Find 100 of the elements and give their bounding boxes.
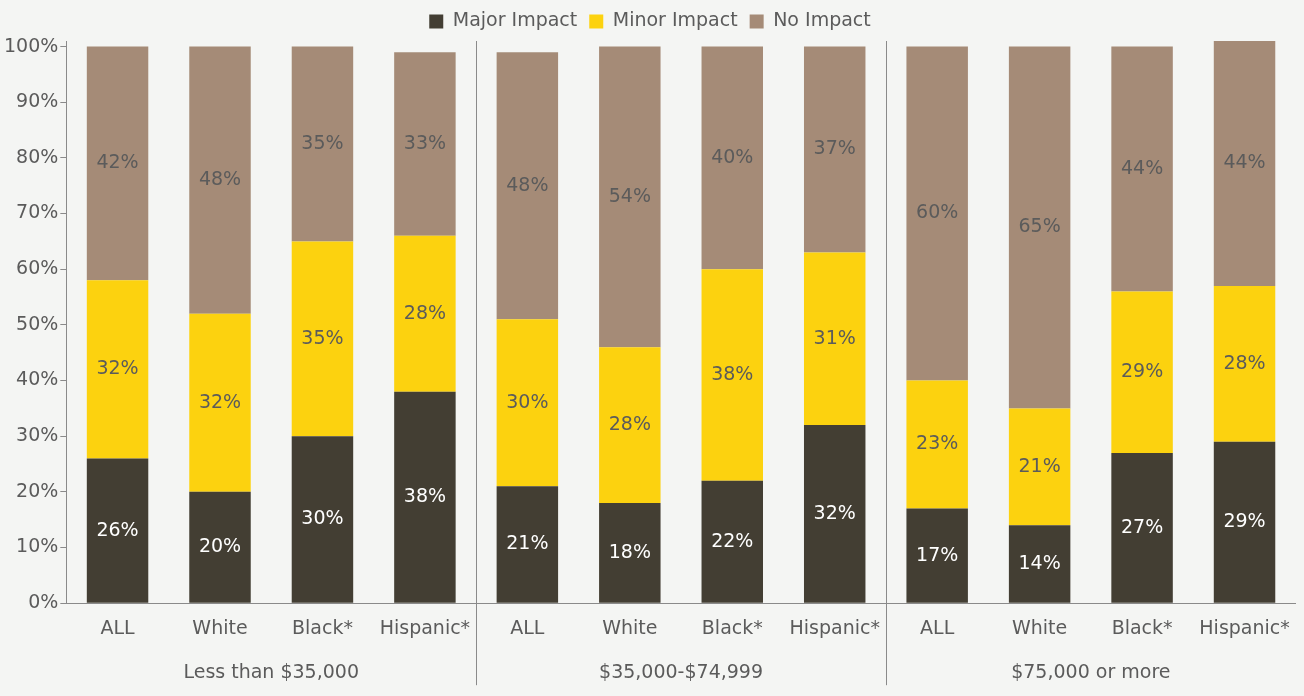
bar bbox=[599, 46, 661, 348]
y-tick-label: 0% bbox=[28, 590, 59, 613]
data-label: 31% bbox=[813, 325, 856, 348]
data-label: 65% bbox=[1018, 214, 1061, 237]
bar bbox=[1111, 46, 1173, 292]
data-label: 29% bbox=[1120, 359, 1164, 382]
data-label: 21% bbox=[1018, 453, 1061, 476]
x-tick-label: Hispanic* bbox=[379, 615, 471, 638]
x-tick-label: Hispanic* bbox=[789, 615, 880, 638]
data-label: 32% bbox=[813, 500, 856, 523]
data-label: 48% bbox=[506, 172, 549, 195]
bar bbox=[1008, 525, 1071, 603]
data-label: 32% bbox=[96, 356, 139, 379]
x-tick-label: ALL bbox=[510, 615, 545, 638]
bar bbox=[803, 425, 866, 603]
x-tick-label: Black* bbox=[292, 615, 353, 638]
bar bbox=[86, 458, 149, 603]
bar bbox=[496, 319, 559, 487]
data-label: 28% bbox=[1223, 350, 1266, 373]
x-tick-label: Black* bbox=[1111, 615, 1173, 638]
y-tick-label: 10% bbox=[16, 534, 59, 557]
data-label: 30% bbox=[506, 389, 549, 412]
data-label: 40% bbox=[711, 144, 754, 167]
data-label: 35% bbox=[301, 325, 344, 348]
y-tick-label: 70% bbox=[16, 200, 59, 223]
text: Less than $35,000 bbox=[183, 660, 360, 683]
bar bbox=[803, 252, 866, 426]
bar bbox=[189, 491, 251, 603]
y-tick-label: 30% bbox=[16, 423, 59, 446]
bar bbox=[394, 391, 456, 603]
y-tick-label: 20% bbox=[16, 478, 59, 501]
data-label: 54% bbox=[608, 183, 651, 206]
data-label: 28% bbox=[403, 300, 447, 323]
bar bbox=[1008, 408, 1071, 526]
bar bbox=[906, 46, 968, 381]
data-label: 28% bbox=[608, 412, 651, 435]
data-label: 14% bbox=[1018, 550, 1061, 573]
y-tick-label: 100% bbox=[3, 33, 59, 56]
bar bbox=[394, 52, 456, 236]
data-label: 18% bbox=[608, 539, 651, 562]
bar bbox=[291, 46, 354, 242]
bar bbox=[291, 241, 354, 437]
bar bbox=[189, 46, 251, 314]
data-label: 30% bbox=[301, 506, 344, 529]
legend-label: Minor Impact bbox=[612, 8, 738, 31]
bar bbox=[599, 347, 661, 504]
bar bbox=[1111, 452, 1173, 603]
x-tick-label: White bbox=[192, 615, 248, 638]
x-tick-label: ALL bbox=[920, 615, 955, 638]
data-label: 32% bbox=[198, 389, 242, 412]
data-label: 38% bbox=[403, 484, 447, 507]
bar bbox=[86, 280, 149, 459]
bar bbox=[1213, 441, 1276, 603]
bar bbox=[701, 46, 763, 270]
bar bbox=[906, 508, 968, 603]
data-label: 48% bbox=[198, 167, 242, 190]
text: $75,000 or more bbox=[1011, 660, 1171, 683]
bar bbox=[1213, 41, 1276, 286]
x-tick-label: Black* bbox=[701, 615, 763, 638]
data-label: 42% bbox=[96, 150, 139, 173]
data-label: 38% bbox=[711, 361, 754, 384]
bar bbox=[189, 313, 251, 492]
y-tick-label: 40% bbox=[16, 367, 59, 390]
data-label: 37% bbox=[813, 136, 856, 159]
data-label: 44% bbox=[1120, 155, 1164, 178]
data-label: 44% bbox=[1223, 150, 1266, 173]
bar bbox=[1008, 46, 1071, 409]
data-label: 26% bbox=[96, 517, 139, 540]
bar bbox=[1111, 291, 1173, 453]
bar bbox=[599, 503, 661, 603]
x-tick-label: White bbox=[602, 615, 658, 638]
y-tick-label: 60% bbox=[16, 256, 59, 279]
x-tick-label: ALL bbox=[100, 615, 136, 638]
data-label: 20% bbox=[198, 534, 242, 557]
data-label: 23% bbox=[916, 431, 959, 454]
bar bbox=[906, 380, 968, 509]
bar bbox=[86, 46, 149, 281]
x-tick-label: White bbox=[1012, 615, 1068, 638]
bar bbox=[701, 269, 763, 481]
bar bbox=[1213, 285, 1276, 442]
data-label: 60% bbox=[916, 200, 959, 223]
data-label: 17% bbox=[916, 542, 959, 565]
data-label: 29% bbox=[1223, 509, 1266, 532]
data-label: 35% bbox=[301, 130, 344, 153]
x-tick-label: Hispanic* bbox=[1199, 615, 1290, 638]
legend-label: No Impact bbox=[773, 8, 871, 31]
data-label: 21% bbox=[506, 531, 549, 554]
bar bbox=[394, 235, 456, 392]
bar bbox=[291, 436, 354, 603]
y-tick-label: 50% bbox=[16, 311, 59, 334]
data-label: 27% bbox=[1120, 514, 1164, 537]
data-label: 22% bbox=[711, 528, 754, 551]
bar bbox=[803, 46, 866, 253]
y-tick-label: 90% bbox=[16, 89, 59, 112]
bar bbox=[496, 486, 559, 603]
bar bbox=[496, 52, 559, 320]
legend-label: Major Impact bbox=[452, 8, 578, 31]
data-label: 33% bbox=[403, 130, 447, 153]
text: $35,000-$74,999 bbox=[599, 660, 764, 683]
bar bbox=[701, 480, 763, 603]
